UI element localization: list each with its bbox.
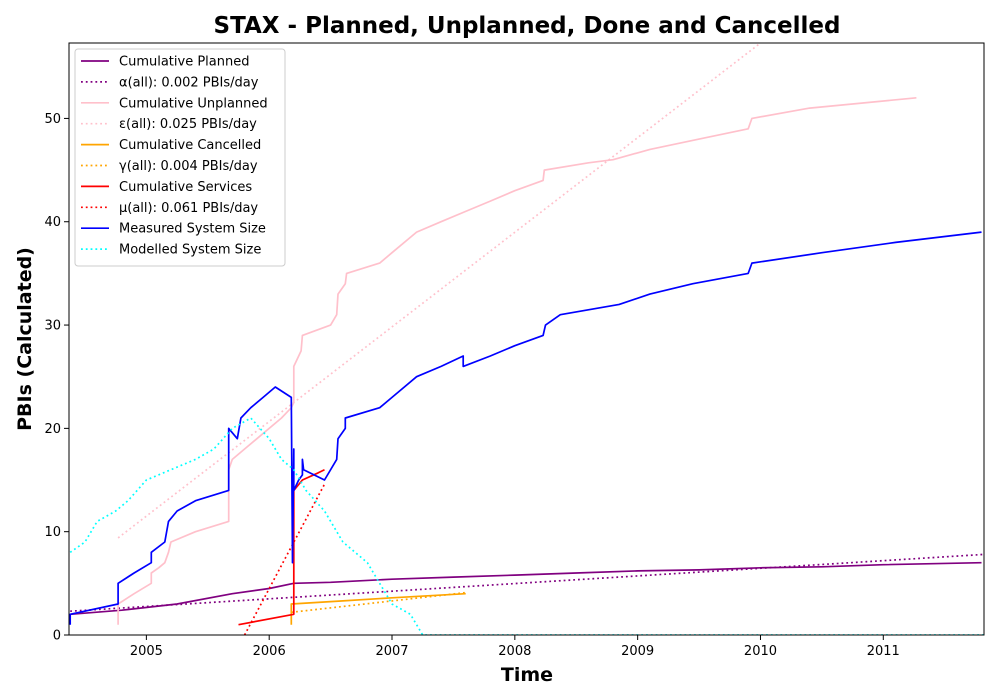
legend-box: [74, 48, 286, 267]
y-tick-label: 50: [44, 112, 61, 127]
series-line-8: [69, 231, 982, 625]
x-tick-label: 2007: [375, 644, 408, 659]
y-axis-label: PBIs (Calculated): [14, 247, 36, 431]
series-line-1: [70, 553, 984, 613]
legend-label: Measured System Size: [119, 222, 266, 237]
x-tick-label: 2010: [744, 644, 777, 659]
series-line-7: [243, 483, 326, 635]
legend-label: Cumulative Unplanned: [119, 96, 268, 111]
series-line-3: [117, 43, 762, 539]
legend-label: Cumulative Cancelled: [119, 138, 261, 153]
x-tick-label: 2006: [253, 644, 286, 659]
y-tick-label: 20: [44, 422, 61, 437]
x-tick-label: 2005: [130, 644, 163, 659]
y-tick-label: 10: [44, 525, 61, 540]
series-line-6: [238, 468, 325, 626]
y-axis: 0 10 20 30 40 50: [44, 112, 69, 644]
series-line-9: [69, 417, 984, 635]
legend-label: Cumulative Services: [119, 180, 252, 195]
x-tick-label: 2009: [621, 644, 654, 659]
legend: Cumulative Planned α(all): 0.002 PBIs/day…: [74, 48, 286, 267]
legend-label: α(all): 0.002 PBIs/day: [119, 75, 259, 90]
series-line-2: [117, 96, 917, 625]
legend-label: γ(all): 0.004 PBIs/day: [119, 159, 258, 174]
legend-label: Modelled System Size: [119, 243, 261, 258]
legend-label: Cumulative Planned: [119, 55, 249, 70]
x-tick-label: 2008: [498, 644, 531, 659]
series-layer: [69, 43, 984, 635]
chart-title: STAX - Planned, Unplanned, Done and Canc…: [214, 13, 841, 39]
legend-label: ε(all): 0.025 PBIs/day: [119, 117, 257, 132]
y-tick-label: 0: [53, 629, 61, 644]
series-line-5: [291, 591, 466, 614]
y-tick-label: 30: [44, 319, 61, 334]
x-axis: 2005 2006 2007 2008 2009 2010 2011: [130, 635, 900, 659]
legend-label: μ(all): 0.061 PBIs/day: [119, 201, 258, 216]
series-line-0: [70, 561, 982, 616]
x-tick-label: 2011: [867, 644, 900, 659]
series-line-4: [290, 592, 466, 625]
y-tick-label: 40: [44, 215, 61, 230]
plot-frame: [68, 42, 985, 636]
x-axis-label: Time: [501, 664, 553, 686]
